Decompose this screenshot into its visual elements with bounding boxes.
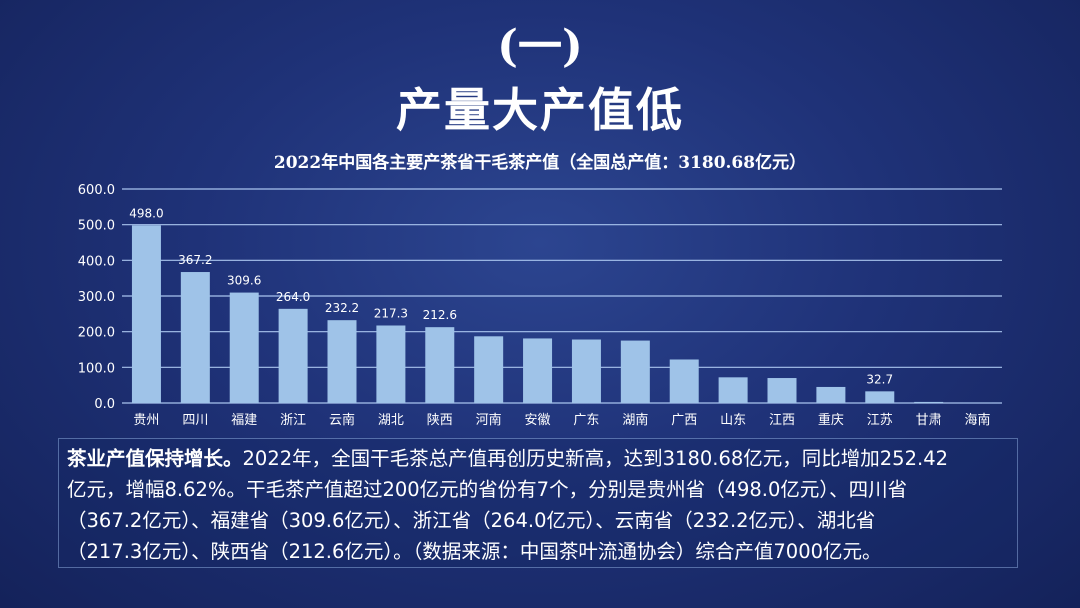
data-label: 232.2 bbox=[325, 301, 359, 315]
y-tick-label: 600.0 bbox=[78, 183, 115, 198]
summary-text-box: 茶业产值保持增长。2022年，全国干毛茶总产值再创历史新高，达到3180.68亿… bbox=[58, 438, 1018, 568]
chart-title: 2022年中国各主要产茶省干毛茶产值（全国总产值：3180.68亿元） bbox=[273, 153, 807, 173]
data-label: 264.0 bbox=[276, 290, 310, 304]
summary-line: （217.3亿元）、陕西省（212.6亿元）。（数据来源：中国茶叶流通协会）综合… bbox=[67, 540, 882, 563]
x-tick-label: 湖南 bbox=[622, 412, 648, 428]
x-tick-label: 山东 bbox=[720, 413, 746, 428]
x-tick-label: 浙江 bbox=[280, 413, 306, 428]
y-tick-label: 500.0 bbox=[78, 219, 115, 234]
x-tick-label: 江西 bbox=[769, 413, 795, 428]
x-tick-label: 重庆 bbox=[818, 412, 844, 428]
bar bbox=[278, 308, 308, 403]
bar bbox=[229, 292, 259, 403]
y-tick-label: 300.0 bbox=[78, 290, 115, 305]
bar bbox=[571, 339, 601, 403]
y-tick-label: 400.0 bbox=[78, 254, 115, 269]
x-tick-label: 福建 bbox=[231, 413, 257, 428]
x-tick-label: 河南 bbox=[476, 412, 502, 428]
x-tick-label: 四川 bbox=[182, 413, 208, 428]
section-number: (一) bbox=[497, 21, 583, 72]
bar bbox=[180, 272, 210, 403]
x-tick-label: 甘肃 bbox=[916, 413, 942, 428]
y-tick-label: 0.0 bbox=[94, 397, 115, 412]
x-tick-label: 广西 bbox=[671, 413, 697, 428]
data-label: 309.6 bbox=[227, 274, 261, 288]
x-tick-label: 贵州 bbox=[133, 413, 159, 428]
bar bbox=[767, 378, 797, 403]
x-tick-label: 云南 bbox=[329, 412, 355, 428]
bar bbox=[669, 359, 699, 403]
summary-lead: 茶业产值保持增长。 bbox=[67, 447, 243, 470]
data-label: 498.0 bbox=[129, 206, 163, 220]
bar bbox=[620, 340, 650, 403]
x-tick-label: 江苏 bbox=[867, 412, 893, 428]
data-label: 212.6 bbox=[423, 308, 457, 322]
bar bbox=[718, 377, 748, 403]
data-label: 217.3 bbox=[374, 306, 408, 320]
data-label: 32.7 bbox=[866, 372, 893, 386]
x-tick-label: 海南 bbox=[965, 412, 991, 428]
bar bbox=[376, 325, 406, 403]
bar bbox=[865, 391, 895, 403]
bar bbox=[474, 336, 504, 403]
summary-line: 亿元，增幅8.62%。干毛茶产值超过200亿元的省份有7个，分别是贵州省（498… bbox=[67, 478, 908, 501]
x-tick-label: 陕西 bbox=[427, 413, 453, 428]
bar-chart: 0.0 100.0 200.0 300.0 400.0 500.0 600.0 498.0 贵州… bbox=[78, 183, 1002, 428]
bar bbox=[425, 327, 455, 403]
bar bbox=[327, 320, 357, 403]
bar bbox=[523, 338, 553, 403]
data-label: 367.2 bbox=[178, 253, 212, 267]
x-tick-label: 湖北 bbox=[378, 413, 404, 428]
page-title: 产量大产值低 bbox=[396, 83, 684, 137]
summary-line: 2022年，全国干毛茶总产值再创历史新高，达到3180.68亿元，同比增加252… bbox=[242, 447, 949, 470]
x-tick-label: 广东 bbox=[573, 413, 599, 428]
y-tick-label: 200.0 bbox=[78, 326, 115, 341]
bar bbox=[816, 386, 846, 403]
bar bbox=[131, 225, 161, 403]
x-tick-label: 安徽 bbox=[525, 413, 551, 428]
summary-line: （367.2亿元）、福建省（309.6亿元）、浙江省（264.0亿元）、云南省（… bbox=[67, 509, 876, 532]
y-tick-label: 100.0 bbox=[78, 361, 115, 376]
bar bbox=[914, 401, 944, 403]
